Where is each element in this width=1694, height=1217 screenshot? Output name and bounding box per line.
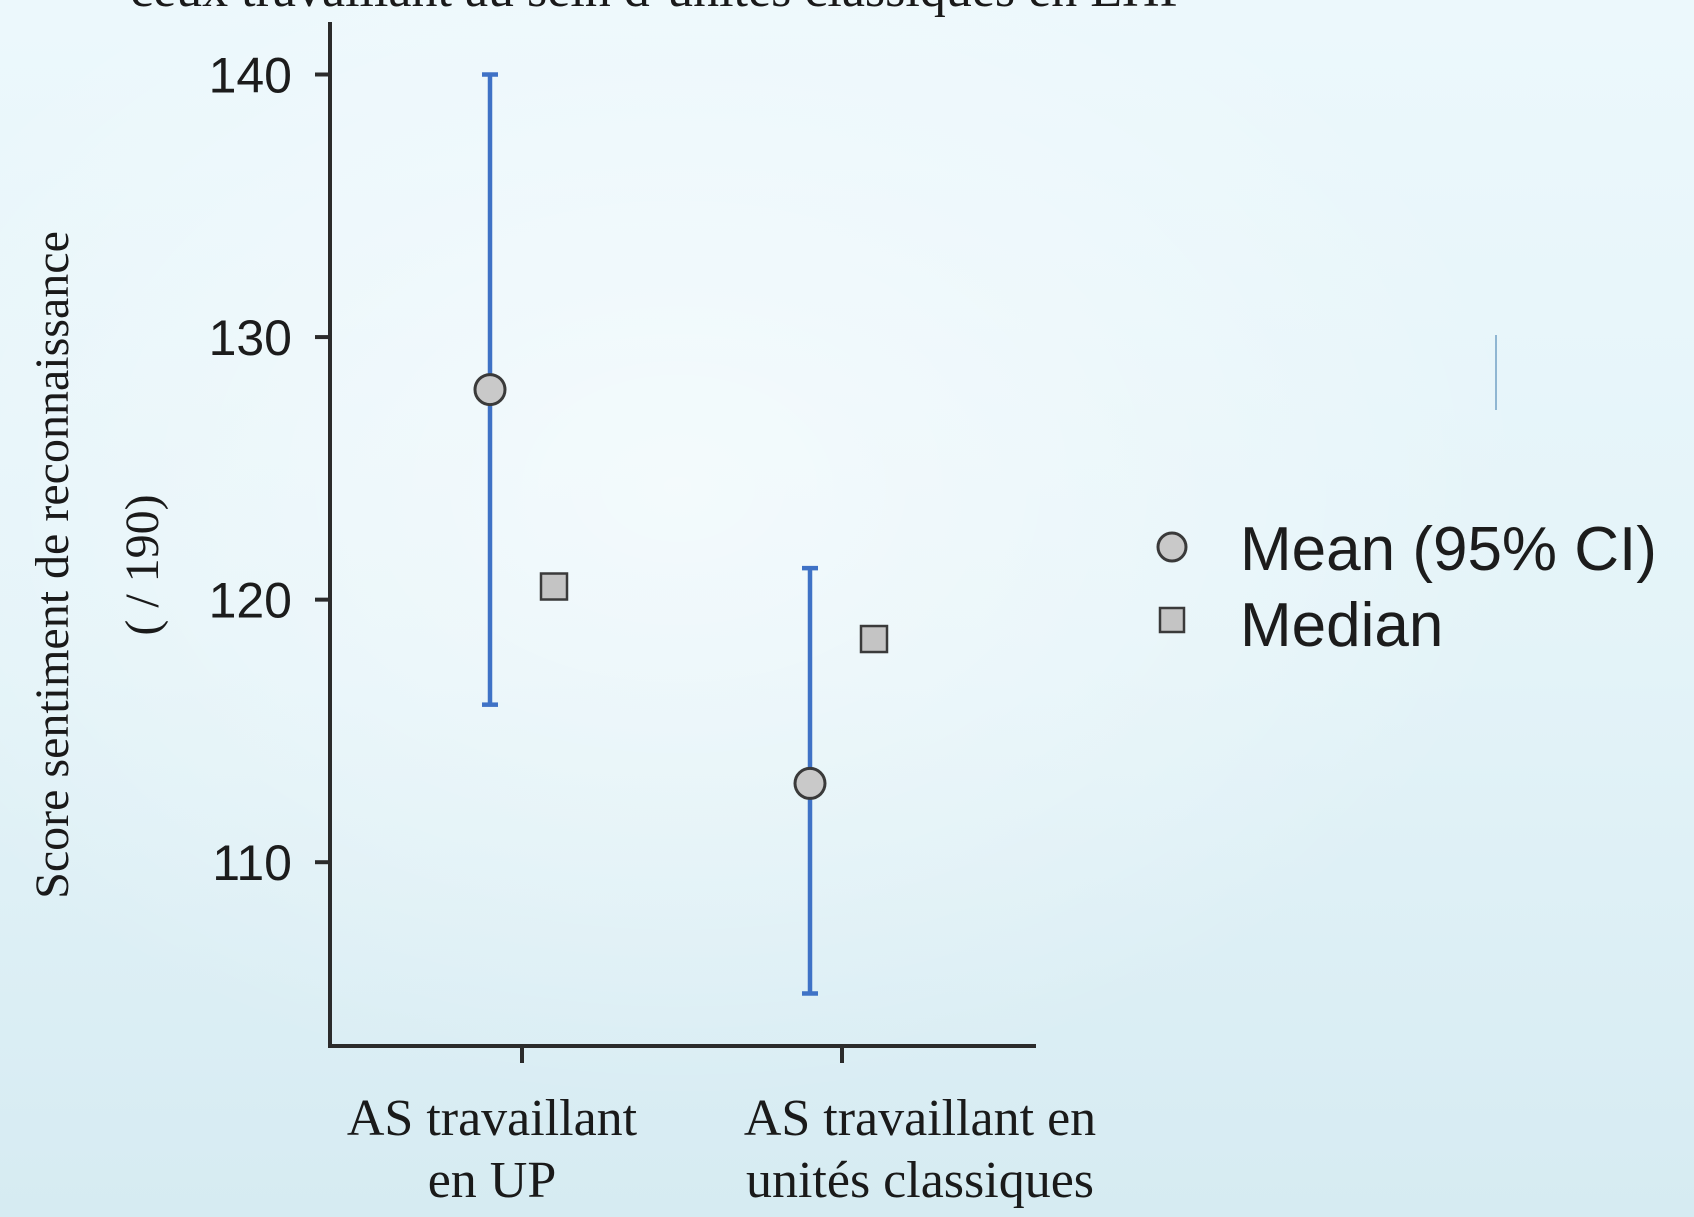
- data-markers: [473, 373, 889, 800]
- y-ticks: 110 120 130 140: [209, 48, 330, 891]
- y-tick-label: 130: [209, 310, 292, 366]
- y-tick-label: 110: [212, 835, 292, 891]
- x-tick-label: AS travaillant en UP: [347, 1090, 638, 1209]
- confidence-intervals: [482, 72, 818, 996]
- y-axis-subtitle: ( / 190): [116, 494, 169, 635]
- legend-mean-label: Mean (95% CI): [1240, 515, 1657, 584]
- mean-point: [473, 373, 507, 407]
- y-tick-label: 120: [209, 573, 292, 629]
- y-tick-label: 140: [209, 48, 292, 104]
- median-point: [539, 572, 569, 601]
- page-title-partial: ceux travaillant au sein d’unités classi…: [130, 0, 1188, 18]
- legend-mean-marker: [1156, 531, 1188, 563]
- legend-median-marker: [1158, 606, 1186, 634]
- x-ticks: AS travaillant en UP AS travaillant en unit…: [347, 1046, 1096, 1209]
- y-axis-label: Score sentiment de reconnaissance ( / 19…: [26, 231, 169, 899]
- legend-median-label: Median: [1240, 591, 1443, 660]
- y-axis-title: Score sentiment de reconnaissance: [26, 231, 79, 899]
- median-point: [859, 624, 889, 654]
- mean-point: [793, 766, 827, 800]
- legend: Mean (95% CI) Median: [1156, 515, 1657, 660]
- x-tick-label: AS travaillant en unités classiques: [744, 1090, 1096, 1209]
